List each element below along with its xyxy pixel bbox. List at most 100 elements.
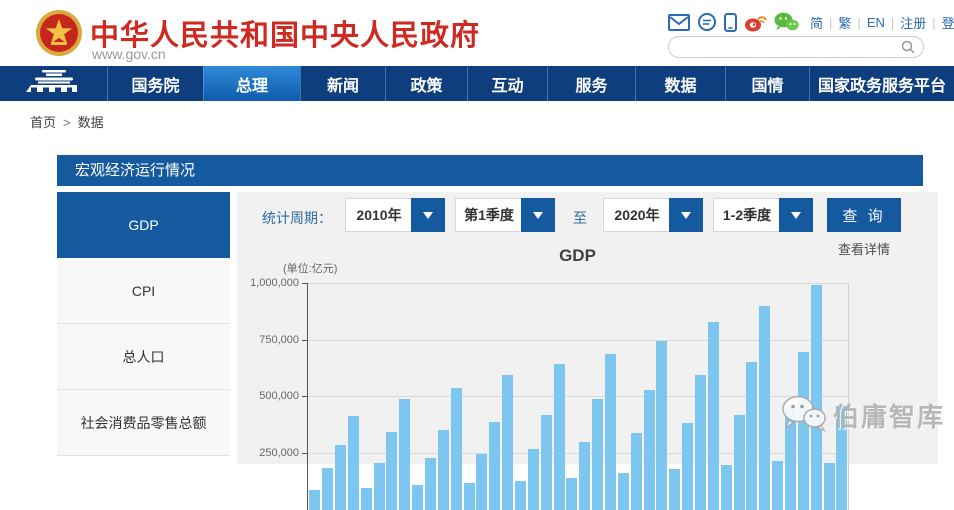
breadcrumb-separator: > bbox=[63, 115, 71, 130]
nav-item-9[interactable]: 国家政务服务平台 bbox=[809, 66, 954, 101]
bar-2012年1-2季度 bbox=[425, 458, 436, 510]
lang-separator: | bbox=[857, 14, 861, 30]
bar-2018年第1季度 bbox=[720, 464, 732, 510]
bar-2010年1-3季度 bbox=[335, 444, 346, 510]
bar-2010年1-2季度 bbox=[322, 468, 334, 510]
mobile-icon[interactable] bbox=[724, 12, 737, 32]
view-details-link[interactable]: 查看详情 bbox=[837, 242, 890, 257]
y-axis-label: 250,000 bbox=[259, 447, 299, 460]
bar-2019年1-3季度 bbox=[797, 351, 809, 510]
bar-2015年1-2季度 bbox=[579, 442, 591, 510]
bar-2010年第1季度 bbox=[309, 490, 321, 510]
nav-home-tiananmen[interactable] bbox=[0, 66, 107, 101]
nav-item-1[interactable]: 国务院 bbox=[107, 66, 203, 101]
bar-2015年第1季度 bbox=[566, 477, 578, 510]
y-axis-line bbox=[307, 283, 308, 510]
sidebar-item-1[interactable]: GDP bbox=[57, 192, 230, 258]
bar-2013年1-3季度 bbox=[489, 422, 501, 510]
sidebar-item-4[interactable]: 社会消费品零售总额 bbox=[57, 390, 230, 456]
start-year-dropdown[interactable]: 2010年 bbox=[345, 198, 445, 232]
chevron-down-icon[interactable] bbox=[411, 198, 445, 232]
bar-2012年第1季度 bbox=[412, 485, 424, 510]
breadcrumb-home[interactable]: 首页 bbox=[30, 115, 57, 130]
y-axis-tick bbox=[302, 339, 307, 341]
bar-2014年第1季度 bbox=[515, 480, 526, 510]
nav-item-5[interactable]: 互动 bbox=[467, 66, 547, 101]
y-axis-label: 750,000 bbox=[259, 333, 299, 346]
gridline bbox=[308, 453, 848, 455]
bar-2020年1-2季度 bbox=[836, 406, 848, 510]
end-quarter-value: 1-2季度 bbox=[722, 207, 772, 223]
bar-2017年1-2季度 bbox=[682, 423, 694, 510]
wechat-icon[interactable] bbox=[774, 12, 799, 32]
bar-2019年全年 bbox=[810, 285, 822, 510]
lang-separator: | bbox=[932, 14, 936, 30]
y-axis-tick bbox=[302, 453, 307, 455]
nav-item-7[interactable]: 数据 bbox=[635, 66, 725, 101]
bar-2016年1-2季度 bbox=[630, 432, 642, 510]
sidebar: GDP CPI 总人口 社会消费品零售总额 bbox=[57, 192, 230, 456]
start-year-value: 2010年 bbox=[356, 207, 402, 223]
chevron-down-icon[interactable] bbox=[521, 198, 555, 232]
bar-2013年1-2季度 bbox=[476, 453, 488, 510]
bar-2016年1-3季度 bbox=[643, 389, 655, 510]
bar-2013年全年 bbox=[502, 375, 514, 510]
gridline bbox=[308, 339, 848, 341]
start-quarter-dropdown[interactable]: 第1季度 bbox=[455, 198, 555, 232]
nav-item-3[interactable]: 新闻 bbox=[300, 66, 385, 101]
search-input[interactable] bbox=[679, 38, 903, 58]
bar-2014年1-2季度 bbox=[527, 448, 539, 510]
chart-unit-label: (单位:亿元) bbox=[283, 263, 338, 275]
search-box bbox=[668, 36, 924, 58]
lang-separator: | bbox=[890, 14, 895, 30]
search-icon[interactable] bbox=[901, 40, 916, 60]
bar-2010年全年 bbox=[347, 416, 359, 510]
lang-link-登录[interactable]: 登录 bbox=[941, 15, 954, 31]
start-quarter-value: 第1季度 bbox=[464, 207, 514, 223]
breadcrumb: 首页 > 数据 bbox=[30, 112, 104, 131]
bar-2017年全年 bbox=[707, 322, 719, 510]
y-axis-label: 1,000,000 bbox=[250, 277, 299, 289]
wechat-watermark-icon bbox=[781, 394, 827, 437]
bar-2018年1-3季度 bbox=[746, 362, 758, 510]
nav-item-4[interactable]: 政策 bbox=[385, 66, 467, 101]
filter-to-label: 至 bbox=[573, 210, 587, 226]
bar-2014年全年 bbox=[553, 363, 565, 510]
lang-link-EN[interactable]: EN bbox=[866, 14, 885, 30]
lang-link-注册[interactable]: 注册 bbox=[900, 15, 927, 31]
query-button[interactable]: 查 询 bbox=[827, 198, 901, 232]
end-quarter-dropdown[interactable]: 1-2季度 bbox=[713, 198, 813, 232]
bar-2013年第1季度 bbox=[463, 482, 475, 510]
y-axis-label: 500,000 bbox=[259, 390, 299, 403]
bar-2016年第1季度 bbox=[617, 473, 629, 510]
tiananmen-icon bbox=[25, 69, 83, 98]
bar-2017年第1季度 bbox=[669, 468, 681, 510]
bar-2012年1-3季度 bbox=[437, 429, 449, 510]
bar-2011年1-3季度 bbox=[386, 432, 398, 510]
nav-item-2[interactable]: 总理 bbox=[203, 66, 300, 101]
lang-link-简[interactable]: 简 bbox=[810, 15, 824, 31]
gdp-bar-chart: 250,000 500,000 750,000 1,000,000 bbox=[250, 277, 849, 510]
bar-2011年第1季度 bbox=[360, 487, 372, 510]
sidebar-item-2[interactable]: CPI bbox=[57, 258, 230, 324]
chevron-down-icon[interactable] bbox=[779, 198, 813, 232]
mail-icon[interactable] bbox=[668, 13, 690, 31]
weibo-icon[interactable] bbox=[744, 13, 767, 32]
bar-2016年全年 bbox=[656, 341, 668, 510]
panel-title: 宏观经济运行情况 bbox=[57, 155, 923, 186]
lang-link-繁[interactable]: 繁 bbox=[838, 15, 852, 31]
sidebar-item-3[interactable]: 总人口 bbox=[57, 324, 230, 390]
bar-2015年1-3季度 bbox=[592, 399, 604, 510]
header-utility-row: 简 | 繁 | EN | 注册 | 登录 bbox=[668, 11, 954, 33]
message-icon[interactable] bbox=[697, 12, 717, 32]
plot-right-border bbox=[848, 283, 849, 510]
bar-2018年全年 bbox=[759, 305, 771, 510]
bar-2018年1-2季度 bbox=[733, 414, 745, 510]
lang-links: 简 | 繁 | EN | 注册 | 登录 bbox=[810, 13, 954, 32]
bar-2012年全年 bbox=[450, 387, 462, 510]
site-url[interactable]: www.gov.cn bbox=[92, 46, 166, 62]
nav-item-6[interactable]: 服务 bbox=[547, 66, 635, 101]
chevron-down-icon[interactable] bbox=[669, 198, 703, 232]
nav-item-8[interactable]: 国情 bbox=[725, 66, 809, 101]
end-year-dropdown[interactable]: 2020年 bbox=[603, 198, 703, 232]
